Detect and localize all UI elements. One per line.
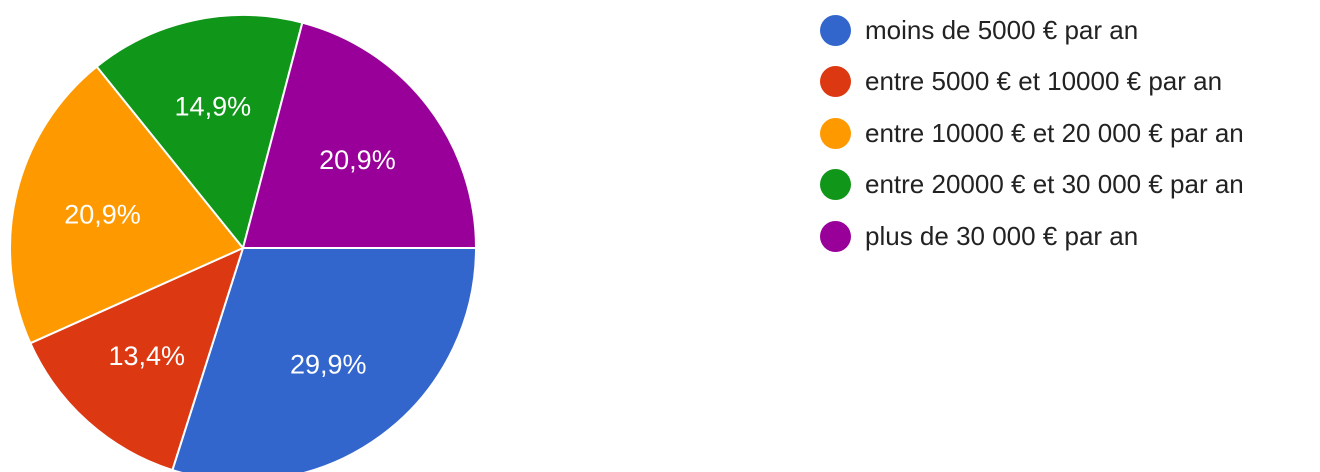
- legend-label: entre 5000 € et 10000 € par an: [865, 66, 1223, 96]
- pie-slices: [9, 14, 477, 472]
- pie-chart: 29,9% 13,4% 20,9% 14,9% 20,9%: [9, 14, 477, 472]
- pie-slice[interactable]: [242, 21, 477, 249]
- legend-dot-icon: [820, 220, 851, 252]
- slice-percent-label: 29,9%: [290, 350, 367, 380]
- legend: moins de 5000 € par an entre 5000 € et 1…: [820, 12, 1244, 270]
- legend-dot-icon: [820, 117, 851, 149]
- slice-percent-label: 13,4%: [109, 341, 186, 371]
- legend-label: moins de 5000 € par an: [865, 14, 1139, 45]
- slice-percent-label: 20,9%: [319, 145, 396, 175]
- legend-item[interactable]: entre 20000 € et 30 000 € par an: [820, 167, 1244, 203]
- legend-label: entre 10000 € et 20 000 € par an: [865, 117, 1244, 148]
- legend-dot-icon: [820, 14, 851, 46]
- pie-slice[interactable]: [29, 247, 244, 472]
- legend-dot-icon: [820, 66, 851, 97]
- legend-item[interactable]: entre 10000 € et 20 000 € par an: [820, 115, 1244, 151]
- legend-dot-icon: [820, 169, 851, 200]
- legend-label: entre 20000 € et 30 000 € par an: [865, 169, 1244, 199]
- pie-slice[interactable]: [171, 247, 477, 472]
- legend-item[interactable]: entre 5000 € et 10000 € par an: [820, 64, 1244, 100]
- legend-item[interactable]: plus de 30 000 € par an: [820, 218, 1244, 254]
- slice-percent-label: 20,9%: [64, 199, 141, 229]
- pie-slice-labels: 29,9% 13,4% 20,9% 14,9% 20,9%: [64, 92, 395, 380]
- legend-item[interactable]: moins de 5000 € par an: [820, 12, 1244, 48]
- pie-slice[interactable]: [9, 65, 244, 345]
- pie-slice[interactable]: [95, 14, 304, 249]
- legend-label: plus de 30 000 € par an: [865, 220, 1139, 251]
- slice-percent-label: 14,9%: [175, 92, 252, 122]
